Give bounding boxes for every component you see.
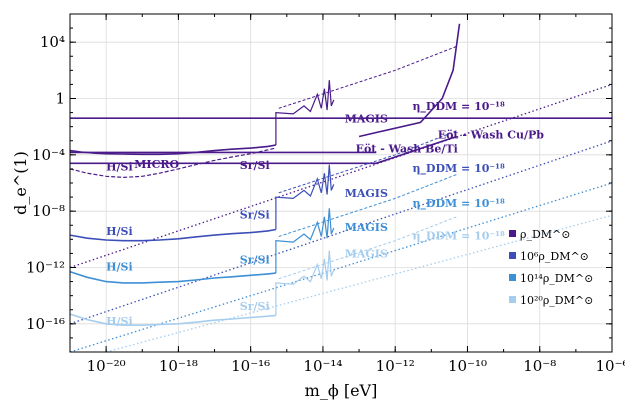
series-solid-line bbox=[70, 228, 277, 242]
annotation-label: η_DDM = 10⁻¹⁸ bbox=[412, 162, 505, 176]
annotation-label: MAGIS bbox=[345, 248, 388, 261]
x-tick-label: 10⁻¹⁴ bbox=[303, 357, 342, 375]
annotation-label: Sr/Si bbox=[240, 300, 270, 313]
legend: ρ_DM^⊙ 10⁶ρ_DM^⊙ 10¹⁴ρ_DM^⊙ 10²⁰ρ_DM^⊙ bbox=[509, 228, 593, 307]
x-tick-label: 10⁻¹⁶ bbox=[231, 357, 270, 375]
axis-ticks: 10⁻²⁰ 10⁻¹⁸ 10⁻¹⁶ 10⁻¹⁴ 10⁻¹² 10⁻¹⁰ 10⁻⁸ 10⁻⁶ 10… bbox=[26, 13, 625, 375]
annotation-label: Sr/Si bbox=[240, 253, 270, 266]
annotation-label: MAGIS bbox=[345, 112, 388, 125]
x-tick-label: 10⁻⁸ bbox=[523, 357, 556, 375]
x-tick-label: 10⁻⁶ bbox=[595, 357, 625, 375]
annotation-label: H/Si bbox=[106, 261, 133, 274]
series-solid-line bbox=[70, 144, 277, 156]
annotation-label: η_DDM = 10⁻¹⁸ bbox=[412, 229, 505, 243]
series-magis-dashed bbox=[278, 45, 457, 109]
x-axis-label: m_ϕ [eV] bbox=[305, 381, 378, 400]
series-solid-line bbox=[70, 270, 276, 284]
legend-label: 10¹⁴ρ_DM^⊙ bbox=[520, 272, 593, 285]
series-solid-line bbox=[70, 313, 276, 326]
legend-swatch bbox=[509, 296, 516, 303]
legend-label: ρ_DM^⊙ bbox=[520, 228, 570, 241]
legend-label: 10²⁰ρ_DM^⊙ bbox=[520, 294, 593, 307]
x-tick-label: 10⁻¹² bbox=[376, 357, 415, 375]
y-tick-label: 10⁻¹⁶ bbox=[26, 315, 65, 333]
y-axis-label: d_e^(1) bbox=[11, 151, 30, 215]
annotation-label: MAGIS bbox=[345, 187, 388, 200]
annotation-label: Sr/Si bbox=[240, 209, 270, 222]
steep-curve bbox=[358, 23, 461, 138]
x-tick-label: 10⁻¹⁸ bbox=[159, 357, 198, 375]
annotation-label: MAGIS bbox=[345, 221, 388, 234]
series-resonance bbox=[275, 164, 335, 230]
series-magis-dashed bbox=[278, 174, 457, 237]
x-tick-label: 10⁻²⁰ bbox=[87, 357, 126, 375]
annotation-label: H/Si bbox=[106, 160, 133, 173]
annotation-label: H/Si bbox=[106, 315, 133, 328]
annotation-label: Sr/Si bbox=[240, 159, 270, 172]
series-resonance bbox=[275, 208, 335, 274]
annotation-label: H/Si bbox=[106, 225, 133, 238]
series-layer bbox=[70, 23, 612, 352]
x-tick-label: 10⁻¹⁰ bbox=[448, 357, 487, 375]
annotation-label: Eöt - Wash Be/Ti bbox=[356, 142, 458, 155]
legend-swatch bbox=[509, 252, 516, 259]
series-dotted-line bbox=[70, 140, 612, 325]
series-resonance bbox=[275, 250, 335, 316]
eot-wash-line bbox=[70, 135, 457, 165]
series-dotted-line bbox=[70, 83, 612, 269]
series-resonance bbox=[275, 80, 335, 145]
annotation-label: MICRO bbox=[134, 158, 179, 171]
series-dashed-line bbox=[70, 147, 277, 179]
series-magis-dashed bbox=[278, 130, 457, 194]
annotation-label: Eöt - Wash Cu/Pb bbox=[438, 128, 545, 141]
annotation-label: η_DDM = 10⁻¹⁸ bbox=[412, 197, 505, 211]
series-dotted-line bbox=[70, 182, 612, 352]
y-tick-label: 1 bbox=[55, 90, 65, 108]
series-magis-dashed bbox=[278, 216, 457, 280]
legend-swatch bbox=[509, 230, 516, 237]
y-tick-label: 10⁻¹² bbox=[26, 259, 65, 277]
legend-label: 10⁶ρ_DM^⊙ bbox=[520, 250, 589, 263]
y-tick-label: 10⁻⁸ bbox=[32, 202, 65, 220]
annotation-label: η_DDM = 10⁻¹⁸ bbox=[412, 100, 505, 114]
legend-swatch bbox=[509, 274, 516, 281]
y-tick-label: 10⁻⁴ bbox=[32, 146, 65, 164]
series-dotted-line bbox=[105, 214, 612, 352]
y-tick-label: 10⁴ bbox=[40, 33, 65, 51]
